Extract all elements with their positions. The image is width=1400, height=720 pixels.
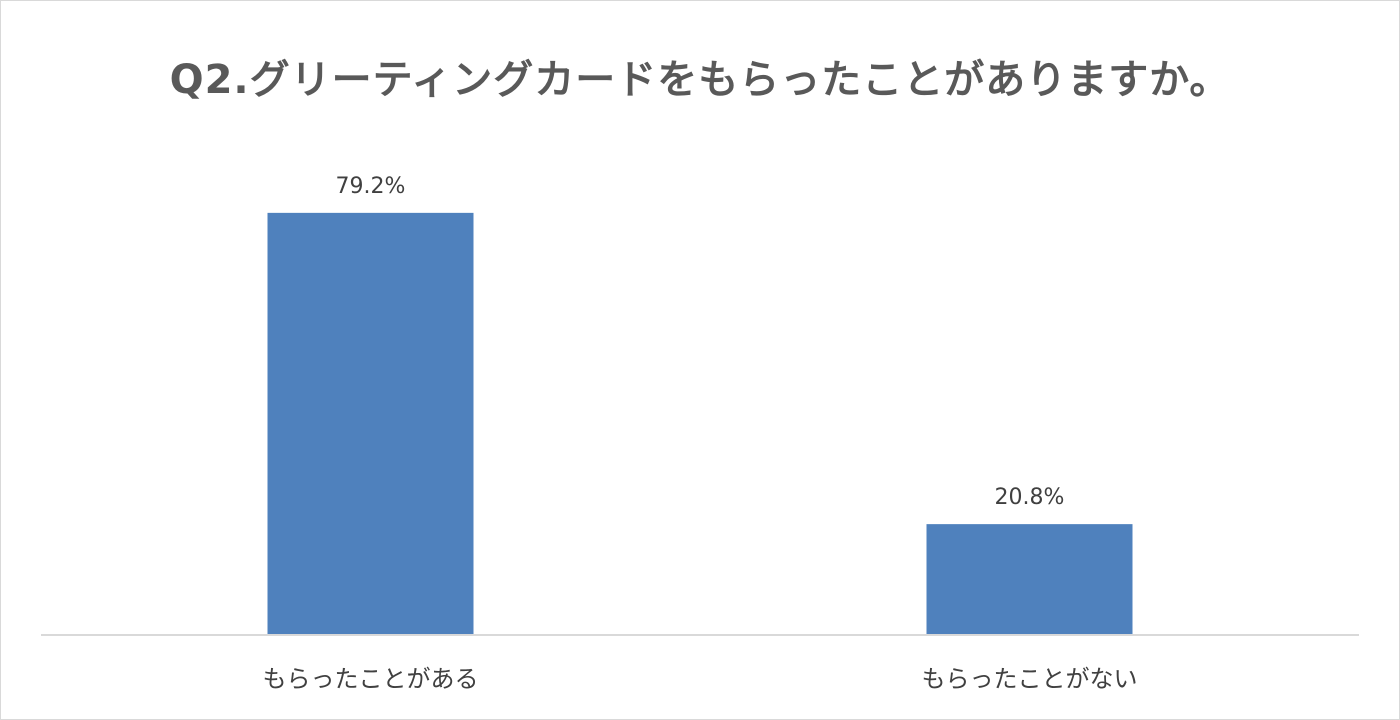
bar-1: [267, 212, 474, 635]
category-label-2: もらったことがない: [922, 665, 1138, 693]
chart-title: Q2.グリーティングカードをもらったことがありますか。: [169, 57, 1231, 103]
labels-layer: 79.2% もらったことがある 20.8% もらったことがない: [263, 174, 1138, 693]
data-label-1: 79.2%: [336, 174, 406, 199]
data-label-2: 20.8%: [995, 485, 1065, 510]
category-label-1: もらったことがある: [263, 665, 479, 693]
bars-layer: [267, 212, 1133, 635]
bar-2: [926, 524, 1133, 635]
